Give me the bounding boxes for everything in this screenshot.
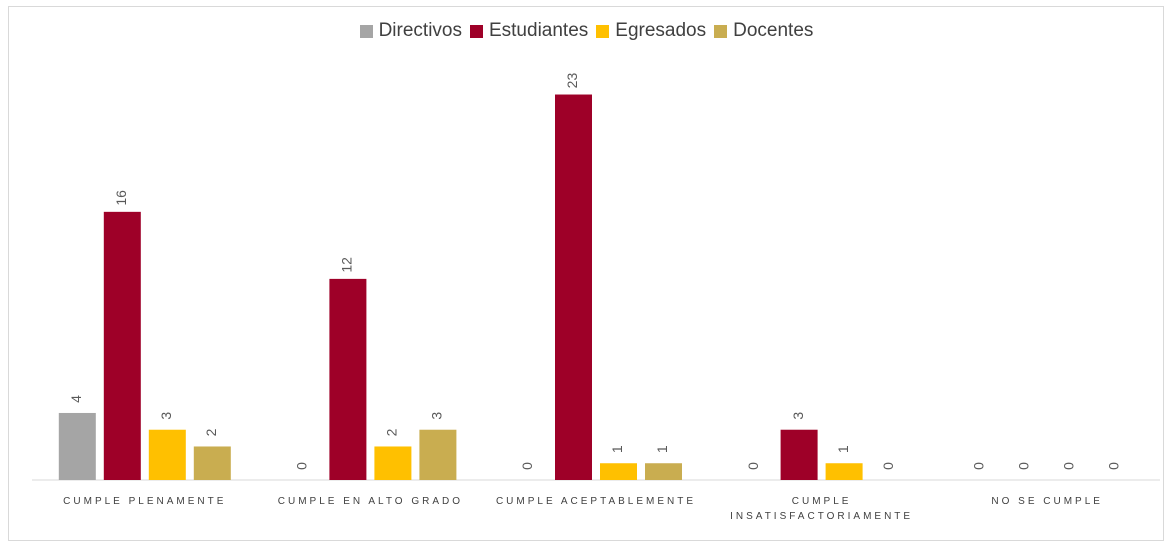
x-tick-label: CUMPLE PLENAMENTE <box>63 496 227 507</box>
data-label: 3 <box>429 412 445 420</box>
legend-label: Directivos <box>378 20 462 41</box>
data-label: 0 <box>970 462 986 470</box>
data-label: 1 <box>654 445 670 453</box>
legend-entry: Directivos <box>359 20 462 42</box>
bar <box>419 429 457 480</box>
legend-label: Egresados <box>615 20 707 41</box>
data-label: 0 <box>519 462 535 470</box>
data-label: 0 <box>294 462 310 470</box>
data-label: 3 <box>790 412 806 420</box>
data-label: 0 <box>1015 462 1031 470</box>
bar <box>193 446 231 480</box>
legend-entry: Docentes <box>714 20 813 42</box>
data-label: 0 <box>1060 462 1076 470</box>
bar <box>148 429 186 480</box>
legend-swatch <box>469 24 483 38</box>
bar <box>555 94 592 481</box>
legend-entry: Estudiantes <box>469 20 589 42</box>
data-label: 12 <box>339 257 355 273</box>
data-label: 2 <box>384 428 400 436</box>
data-label: 4 <box>68 395 84 403</box>
legend-swatch <box>596 24 610 38</box>
chart-frame <box>8 6 1164 541</box>
bar <box>780 429 818 480</box>
data-label: 3 <box>158 412 174 420</box>
bar <box>329 278 367 480</box>
data-label: 0 <box>880 462 896 470</box>
data-label: 16 <box>113 190 129 206</box>
x-tick-label: NO SE CUMPLE <box>991 496 1103 507</box>
legend: Directivos Estudiantes Egresados Docentes <box>0 20 1173 42</box>
data-label: 0 <box>745 462 761 470</box>
data-label: 0 <box>1105 462 1121 470</box>
bar <box>600 463 637 480</box>
data-label: 23 <box>564 73 580 89</box>
legend-entry: Egresados <box>596 20 706 42</box>
x-tick-label: CUMPLE EN ALTO GRADO <box>277 496 463 507</box>
bar <box>645 463 682 480</box>
legend-swatch <box>359 24 373 38</box>
legend-swatch <box>714 24 728 38</box>
bar <box>825 463 863 480</box>
bar <box>103 211 141 480</box>
x-tick-label: CUMPLE ACEPTABLEMENTE <box>495 496 697 507</box>
data-label: 1 <box>609 445 625 453</box>
legend-label: Estudiantes <box>488 20 589 41</box>
bar <box>58 412 96 480</box>
bar <box>374 446 412 480</box>
legend-label: Docentes <box>733 20 814 41</box>
data-label: 2 <box>203 428 219 436</box>
data-label: 1 <box>835 445 851 453</box>
x-tick-label: CUMPLE INSATISFACTORIAMENTE <box>730 496 914 522</box>
